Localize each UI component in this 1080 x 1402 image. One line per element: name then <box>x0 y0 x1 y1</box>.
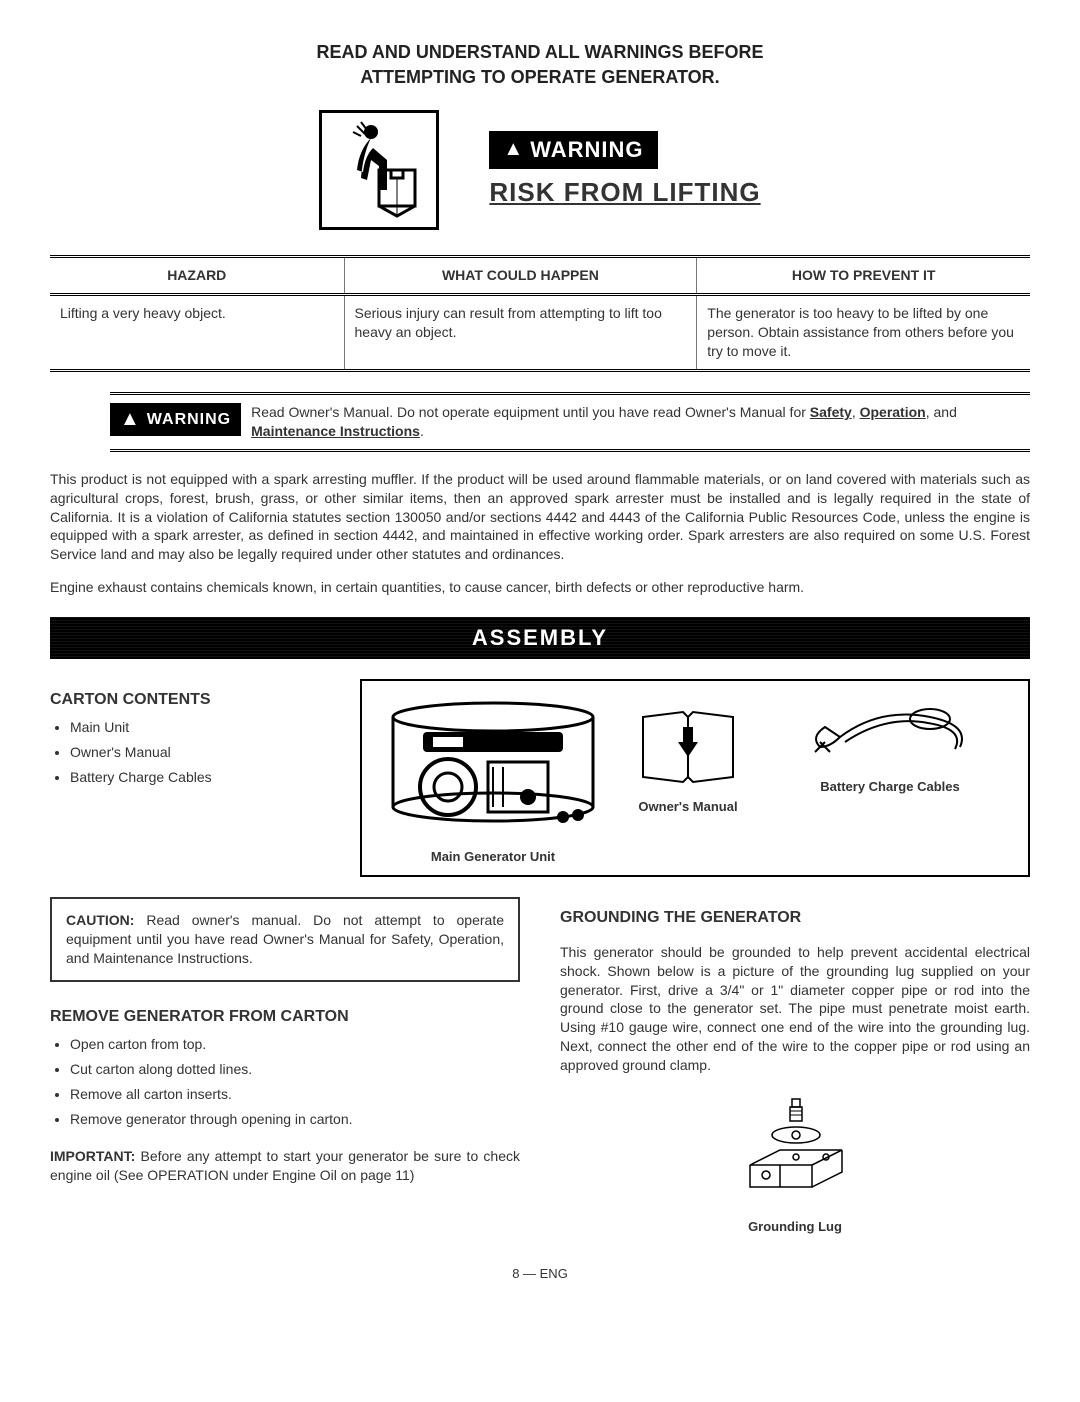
page-number: 8 — ENG <box>50 1265 1030 1283</box>
caution-label: CAUTION: <box>66 912 134 928</box>
right-column: GROUNDING THE GENERATOR This generator s… <box>560 897 1030 1235</box>
carton-contents-list: CARTON CONTENTS Main Unit Owner's Manual… <box>50 679 340 793</box>
hazard-banner-row: ▲ WARNING RISK FROM LIFTING <box>50 110 1030 230</box>
list-item: Owner's Manual <box>70 743 340 762</box>
list-item: Main Unit <box>70 718 340 737</box>
warning-triangle-icon: ▲ <box>503 136 524 163</box>
manual-caption: Owner's Manual <box>628 798 748 816</box>
important-label: IMPORTANT: <box>50 1148 135 1164</box>
warning-callout-text: Read Owner's Manual. Do not operate equi… <box>251 403 1030 441</box>
warn-sep2: , and <box>926 404 957 420</box>
grounding-caption: Grounding Lug <box>560 1218 1030 1236</box>
table-row: Lifting a very heavy object. Serious inj… <box>50 295 1030 371</box>
cables-figure: Battery Charge Cables <box>768 697 1012 795</box>
grounding-body: This generator should be grounded to hel… <box>560 943 1030 1075</box>
assembly-section-bar: ASSEMBLY <box>50 617 1030 659</box>
warning-badge-inline: ▲ WARNING <box>110 403 241 436</box>
cell-prevent: The generator is too heavy to be lifted … <box>697 295 1030 371</box>
cell-what: Serious injury can result from attemptin… <box>344 295 697 371</box>
main-unit-figure: Main Generator Unit <box>378 697 608 865</box>
warn-link-maintenance: Maintenance Instructions <box>251 423 420 439</box>
carton-contents-figure: Main Generator Unit Owner's Manual Batte… <box>360 679 1030 877</box>
two-column-section: CAUTION: Read owner's manual. Do not att… <box>50 897 1030 1235</box>
cables-icon <box>800 697 980 767</box>
page-header: READ AND UNDERSTAND ALL WARNINGS BEFORE … <box>50 40 1030 90</box>
grounding-lug-icon <box>720 1095 870 1205</box>
carton-heading: CARTON CONTENTS <box>50 689 340 711</box>
list-item: Open carton from top. <box>70 1035 520 1054</box>
spark-arrester-para: This product is not equipped with a spar… <box>50 470 1030 564</box>
table-header-row: HAZARD WHAT COULD HAPPEN HOW TO PREVENT … <box>50 257 1030 295</box>
main-unit-caption: Main Generator Unit <box>378 848 608 866</box>
list-item: Cut carton along dotted lines. <box>70 1060 520 1079</box>
hazard-table: HAZARD WHAT COULD HAPPEN HOW TO PREVENT … <box>50 255 1030 372</box>
warn-suffix: . <box>420 423 424 439</box>
carton-contents-row: CARTON CONTENTS Main Unit Owner's Manual… <box>50 679 1030 877</box>
left-column: CAUTION: Read owner's manual. Do not att… <box>50 897 520 1235</box>
col-prevent-header: HOW TO PREVENT IT <box>697 257 1030 295</box>
grounding-heading: GROUNDING THE GENERATOR <box>560 907 1030 929</box>
list-item: Remove generator through opening in cart… <box>70 1110 520 1129</box>
warning-triangle-icon: ▲ <box>120 406 141 433</box>
header-line1: READ AND UNDERSTAND ALL WARNINGS BEFORE <box>316 42 763 62</box>
warn-link-safety: Safety <box>810 404 852 420</box>
important-note: IMPORTANT: Before any attempt to start y… <box>50 1147 520 1185</box>
manual-figure: Owner's Manual <box>628 707 748 815</box>
hazard-label-block: ▲ WARNING RISK FROM LIFTING <box>489 131 760 210</box>
col-what-header: WHAT COULD HAPPEN <box>344 257 697 295</box>
lifting-hazard-icon <box>319 110 439 230</box>
list-item: Battery Charge Cables <box>70 768 340 787</box>
warn-text-pre: Read Owner's Manual. Do not operate equi… <box>251 404 810 420</box>
caution-box: CAUTION: Read owner's manual. Do not att… <box>50 897 520 982</box>
warn-link-operation: Operation <box>860 404 926 420</box>
generator-icon <box>378 697 608 837</box>
warning-badge: ▲ WARNING <box>489 131 657 169</box>
list-item: Remove all carton inserts. <box>70 1085 520 1104</box>
warn-sep1: , <box>852 404 860 420</box>
remove-heading: REMOVE GENERATOR FROM CARTON <box>50 1006 520 1028</box>
header-line2: ATTEMPTING TO OPERATE GENERATOR. <box>360 67 719 87</box>
col-hazard-header: HAZARD <box>50 257 344 295</box>
grounding-figure: Grounding Lug <box>560 1095 1030 1235</box>
exhaust-warning-para: Engine exhaust contains chemicals known,… <box>50 578 1030 597</box>
warning-callout: ▲ WARNING Read Owner's Manual. Do not op… <box>110 392 1030 452</box>
risk-title: RISK FROM LIFTING <box>489 175 760 210</box>
cables-caption: Battery Charge Cables <box>768 778 1012 796</box>
remove-steps-list: Open carton from top. Cut carton along d… <box>50 1035 520 1129</box>
warning-badge-text: WARNING <box>530 135 643 165</box>
warning-badge-inline-text: WARNING <box>147 409 231 431</box>
manual-icon <box>633 707 743 787</box>
cell-hazard: Lifting a very heavy object. <box>50 295 344 371</box>
